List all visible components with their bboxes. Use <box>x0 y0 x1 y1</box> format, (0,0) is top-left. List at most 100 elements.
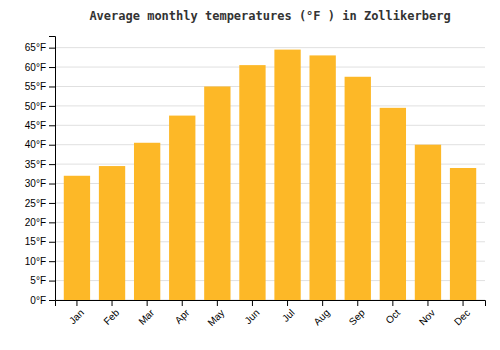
tick-label: 10°F <box>25 256 46 267</box>
tick-mark <box>147 300 148 306</box>
tick-label: 65°F <box>25 42 46 53</box>
tick: 20°F <box>25 217 55 228</box>
tick-mark <box>49 184 55 185</box>
bar <box>274 50 300 300</box>
bar <box>64 176 90 300</box>
tick-label: 55°F <box>25 81 46 92</box>
tick: 50°F <box>25 101 55 112</box>
tick: Nov <box>417 300 437 327</box>
bar <box>380 108 406 300</box>
tick-label: Dec <box>452 307 472 327</box>
tick: 40°F <box>25 139 55 150</box>
grid-line <box>55 125 485 126</box>
tick: May <box>205 300 226 328</box>
bar <box>450 168 476 300</box>
tick: Jul <box>280 300 297 324</box>
tick-mark <box>392 300 393 306</box>
tick-mark <box>49 145 55 146</box>
tick-label: 15°F <box>25 236 46 247</box>
bar <box>415 145 441 300</box>
bar <box>345 77 371 300</box>
grid-line <box>55 86 485 87</box>
grid <box>55 48 485 300</box>
tick-label: Mar <box>136 307 156 327</box>
tick: 55°F <box>25 81 55 92</box>
tick: Feb <box>101 300 121 327</box>
tick: 60°F <box>25 62 55 73</box>
bar <box>99 166 125 300</box>
tick-label: 50°F <box>25 101 46 112</box>
bar <box>134 143 160 300</box>
tick: Jun <box>242 300 261 326</box>
tick-label: 30°F <box>25 178 46 189</box>
tick: Mar <box>136 300 156 327</box>
tick-mark <box>252 300 253 306</box>
tick: Jan <box>67 300 86 326</box>
tick-label: Jan <box>67 307 86 326</box>
tick-label: Jun <box>242 307 261 326</box>
tick: Aug <box>311 300 331 327</box>
tick-label: 35°F <box>25 159 46 170</box>
x-axis: Jan Feb Mar Apr May Jun Jul Aug Sep Oct Nov Dec <box>56 300 486 328</box>
tick-label: Oct <box>383 307 402 326</box>
tick-mark <box>49 222 55 223</box>
tick-mark <box>49 106 55 107</box>
tick: 5°F <box>30 275 55 286</box>
tick: 45°F <box>25 120 55 131</box>
tick-mark <box>217 300 218 306</box>
tick-label: 60°F <box>25 62 46 73</box>
tick: Apr <box>173 300 192 326</box>
tick-mark <box>49 203 55 204</box>
tick-mark <box>49 86 55 87</box>
bar <box>239 65 265 300</box>
y-axis: 0°F 5°F 10°F 15°F 20°F 25°F 30°F 35°F 40°F 45°F 50… <box>25 37 56 306</box>
bar <box>309 55 335 300</box>
tick-label: 0°F <box>30 295 46 306</box>
tick: 15°F <box>25 236 55 247</box>
chart: 0°F 5°F 10°F 15°F 20°F 25°F 30°F 35°F 40°F 45°F 50… <box>0 0 500 350</box>
tick: Sep <box>347 300 368 327</box>
tick-mark <box>463 300 464 306</box>
grid-line <box>55 67 485 68</box>
plot: 0°F 5°F 10°F 15°F 20°F 25°F 30°F 35°F 40°F 45°F 50… <box>25 37 486 329</box>
tick: 35°F <box>25 159 55 170</box>
bar <box>204 86 230 300</box>
tick: Oct <box>383 300 402 326</box>
tick: Dec <box>452 300 472 327</box>
tick-label: Feb <box>101 307 121 327</box>
tick-mark <box>322 300 323 306</box>
tick-mark <box>49 300 55 301</box>
bars <box>64 50 476 300</box>
tick-mark <box>76 300 77 306</box>
axis-line <box>56 301 486 307</box>
tick-mark <box>182 300 183 306</box>
tick-mark <box>49 125 55 126</box>
tick-label: 25°F <box>25 198 46 209</box>
grid-line <box>55 105 485 106</box>
grid-line <box>55 47 485 48</box>
tick: 25°F <box>25 198 55 209</box>
tick-mark <box>49 164 55 165</box>
tick: 0°F <box>30 295 55 306</box>
bar <box>169 116 195 300</box>
title: Average monthly temperatures (°F ) in Zo… <box>89 9 450 23</box>
tick-mark <box>49 261 55 262</box>
tick-mark <box>112 300 113 306</box>
tick-mark <box>357 300 358 306</box>
tick-mark <box>427 300 428 306</box>
tick-mark <box>49 67 55 68</box>
tick-mark <box>49 48 55 49</box>
tick-label: 45°F <box>25 120 46 131</box>
tick-label: Apr <box>173 307 192 326</box>
tick-label: 5°F <box>30 275 46 286</box>
tick: 30°F <box>25 178 55 189</box>
tick: 65°F <box>25 42 55 53</box>
tick-label: Jul <box>280 307 297 324</box>
tick-label: May <box>205 307 226 328</box>
tick-mark <box>287 300 288 306</box>
tick-label: Sep <box>347 307 368 328</box>
tick-label: 40°F <box>25 139 46 150</box>
tick-label: 20°F <box>25 217 46 228</box>
tick-label: Aug <box>311 307 331 327</box>
tick-mark <box>49 281 55 282</box>
